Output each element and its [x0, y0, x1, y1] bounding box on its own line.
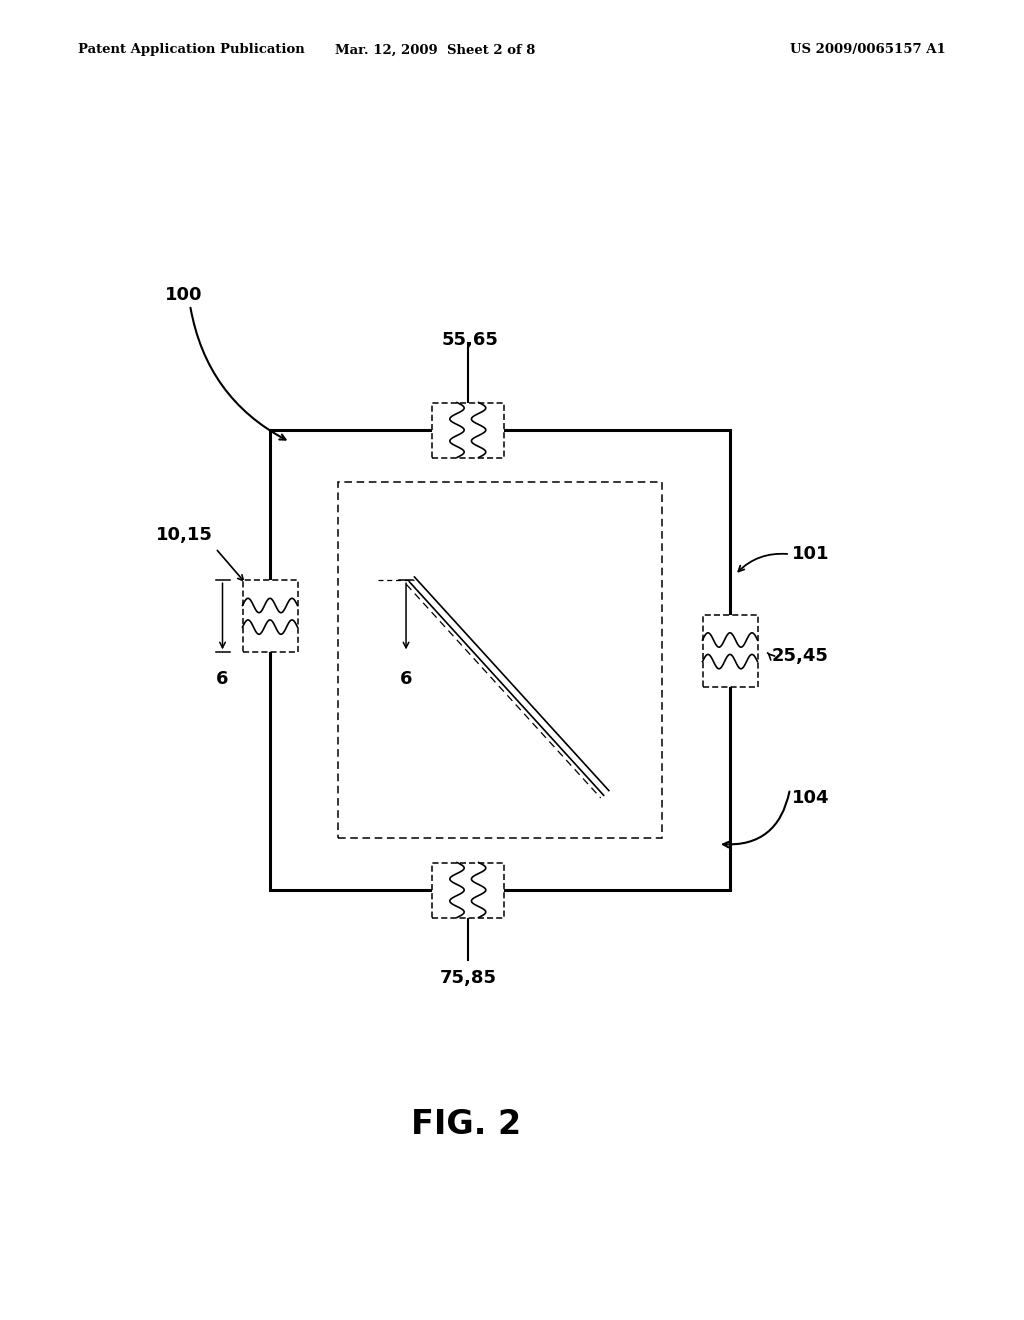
Text: 6: 6 — [216, 671, 228, 688]
Text: 10,15: 10,15 — [156, 527, 213, 544]
Text: 101: 101 — [792, 545, 829, 564]
Bar — [270, 430, 730, 890]
Bar — [338, 482, 662, 838]
Text: US 2009/0065157 A1: US 2009/0065157 A1 — [791, 44, 946, 57]
Text: 75,85: 75,85 — [439, 969, 497, 987]
Text: Mar. 12, 2009  Sheet 2 of 8: Mar. 12, 2009 Sheet 2 of 8 — [335, 44, 536, 57]
Text: 104: 104 — [792, 789, 829, 807]
Text: 25,45: 25,45 — [771, 647, 828, 665]
Text: Patent Application Publication: Patent Application Publication — [78, 44, 305, 57]
Bar — [702, 615, 758, 686]
Bar — [432, 862, 504, 917]
Bar — [243, 581, 298, 652]
Bar — [432, 403, 504, 458]
Text: FIG. 2: FIG. 2 — [411, 1109, 521, 1142]
Text: 100: 100 — [165, 286, 203, 304]
Text: 6: 6 — [399, 671, 413, 688]
Text: 55,65: 55,65 — [441, 330, 499, 348]
